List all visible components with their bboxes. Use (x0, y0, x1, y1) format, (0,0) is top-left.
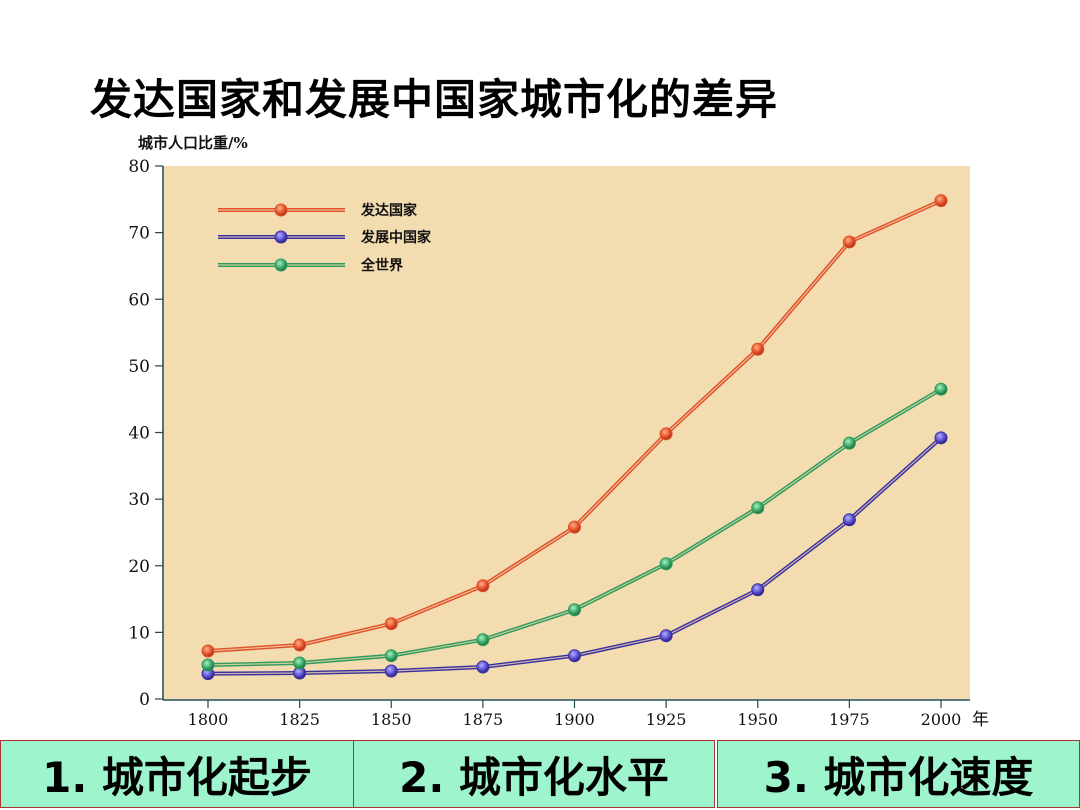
svg-text:50: 50 (128, 357, 150, 377)
box-urbanization-speed[interactable]: 3. 城市化速度 (717, 740, 1080, 808)
svg-text:60: 60 (128, 290, 150, 310)
svg-text:1850: 1850 (371, 710, 412, 729)
svg-text:0: 0 (139, 690, 150, 710)
y-axis-label: 城市人口比重/% (138, 134, 248, 152)
svg-text:1800: 1800 (188, 710, 229, 729)
line-chart: 0 10 20 30 40 50 60 70 80 1800 1825 1850 1875 1900 19… (128, 157, 989, 730)
svg-text:30: 30 (128, 490, 150, 510)
svg-text:40: 40 (128, 424, 150, 444)
x-axis-unit-label: 年 (972, 710, 989, 730)
svg-text:发展中国家: 发展中国家 (360, 229, 432, 246)
svg-text:1950: 1950 (737, 710, 778, 729)
svg-text:80: 80 (128, 157, 150, 177)
svg-text:1875: 1875 (463, 710, 504, 729)
svg-text:发达国家: 发达国家 (360, 202, 418, 219)
svg-text:20: 20 (128, 557, 150, 577)
svg-text:1975: 1975 (829, 710, 870, 729)
plot-area (163, 166, 970, 699)
box-urbanization-start[interactable]: 1. 城市化起步 (0, 740, 354, 808)
svg-text:2000: 2000 (921, 710, 962, 729)
svg-text:1900: 1900 (554, 710, 595, 729)
svg-text:70: 70 (128, 224, 150, 244)
svg-text:10: 10 (128, 623, 150, 643)
box-urbanization-level[interactable]: 2. 城市化水平 (353, 740, 715, 808)
y-axis-ticks: 0 10 20 30 40 50 60 70 80 (128, 157, 163, 710)
slide-title: 发达国家和发展中国家城市化的差异 (90, 75, 779, 124)
data-series (201, 194, 948, 681)
x-axis-ticks: 1800 1825 1850 1875 1900 1925 1950 1975 2000 (188, 700, 962, 729)
svg-text:全世界: 全世界 (360, 257, 404, 274)
svg-text:1825: 1825 (279, 710, 320, 729)
svg-text:1925: 1925 (646, 710, 687, 729)
bottom-boxes: 1. 城市化起步 2. 城市化水平 3. 城市化速度 (0, 740, 1080, 810)
